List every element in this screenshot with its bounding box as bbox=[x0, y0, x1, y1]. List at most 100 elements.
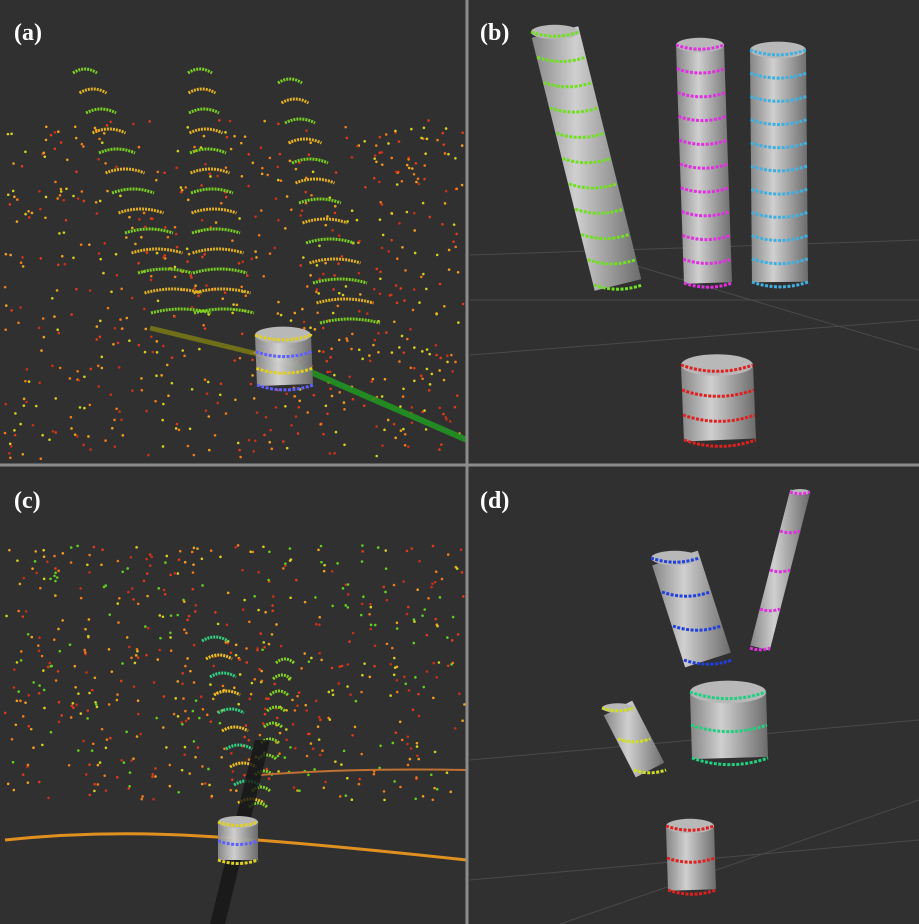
point bbox=[181, 189, 184, 192]
point bbox=[111, 427, 114, 430]
point bbox=[208, 172, 211, 175]
point bbox=[265, 416, 268, 419]
point bbox=[125, 236, 128, 239]
point bbox=[442, 143, 445, 146]
point bbox=[421, 614, 424, 617]
point bbox=[441, 578, 444, 581]
panel-label: (d) bbox=[480, 488, 509, 514]
point bbox=[343, 408, 346, 411]
point bbox=[404, 444, 407, 447]
point bbox=[56, 289, 59, 292]
point bbox=[86, 717, 89, 720]
point bbox=[457, 271, 460, 274]
point bbox=[64, 263, 67, 266]
point bbox=[146, 595, 149, 598]
point bbox=[394, 130, 397, 133]
point bbox=[54, 131, 57, 134]
point bbox=[439, 283, 442, 286]
point bbox=[35, 405, 38, 408]
point bbox=[175, 427, 178, 430]
point bbox=[316, 264, 319, 267]
point bbox=[401, 335, 404, 338]
point bbox=[61, 255, 64, 258]
point bbox=[28, 216, 31, 219]
point bbox=[141, 389, 144, 392]
point bbox=[186, 126, 189, 129]
point bbox=[400, 429, 403, 432]
point bbox=[403, 299, 406, 302]
point bbox=[20, 659, 23, 662]
point bbox=[381, 163, 384, 166]
point bbox=[216, 402, 219, 405]
point bbox=[427, 119, 430, 122]
point bbox=[267, 579, 270, 582]
point bbox=[155, 717, 158, 720]
point bbox=[9, 203, 12, 206]
point bbox=[74, 126, 77, 129]
point bbox=[310, 657, 313, 660]
point bbox=[12, 190, 15, 193]
point bbox=[395, 731, 398, 734]
point bbox=[225, 166, 228, 169]
point bbox=[366, 312, 369, 315]
point bbox=[80, 597, 83, 600]
point bbox=[143, 308, 146, 311]
point bbox=[423, 409, 426, 412]
point bbox=[289, 547, 292, 550]
point bbox=[305, 129, 308, 132]
point bbox=[27, 210, 30, 213]
point bbox=[393, 584, 396, 587]
point bbox=[358, 783, 361, 786]
point bbox=[40, 457, 43, 460]
point bbox=[116, 602, 119, 605]
point bbox=[115, 166, 118, 169]
point bbox=[134, 243, 137, 246]
point bbox=[456, 187, 459, 190]
point bbox=[174, 572, 177, 575]
figure: (a) (b) (c) (d) bbox=[0, 0, 919, 924]
point bbox=[265, 697, 268, 700]
point bbox=[82, 145, 85, 148]
point bbox=[207, 415, 210, 418]
point bbox=[358, 348, 361, 351]
point bbox=[245, 661, 248, 664]
point bbox=[22, 773, 25, 776]
point bbox=[60, 141, 63, 144]
point bbox=[336, 305, 339, 308]
point bbox=[413, 288, 416, 291]
point bbox=[144, 328, 147, 331]
point bbox=[54, 580, 57, 583]
point bbox=[38, 692, 41, 695]
point bbox=[447, 664, 450, 667]
point bbox=[268, 550, 271, 553]
point bbox=[430, 586, 433, 589]
point bbox=[175, 233, 178, 236]
point bbox=[16, 220, 19, 223]
point bbox=[96, 212, 99, 215]
point bbox=[403, 676, 406, 679]
point bbox=[240, 142, 243, 145]
point bbox=[379, 218, 382, 221]
point bbox=[40, 349, 43, 352]
point bbox=[271, 633, 274, 636]
point bbox=[290, 424, 293, 427]
point bbox=[53, 555, 56, 558]
point bbox=[279, 153, 282, 156]
point bbox=[57, 130, 60, 133]
point bbox=[224, 131, 227, 134]
point bbox=[443, 305, 446, 308]
point bbox=[205, 284, 208, 287]
point bbox=[143, 212, 146, 215]
point bbox=[230, 148, 233, 151]
point bbox=[75, 288, 78, 291]
point bbox=[298, 691, 301, 694]
point bbox=[38, 650, 41, 653]
point bbox=[333, 274, 336, 277]
point bbox=[39, 257, 42, 260]
point bbox=[322, 350, 325, 353]
point bbox=[54, 567, 57, 570]
point bbox=[414, 797, 417, 800]
point bbox=[104, 162, 107, 165]
point bbox=[399, 720, 402, 723]
point bbox=[384, 549, 387, 552]
